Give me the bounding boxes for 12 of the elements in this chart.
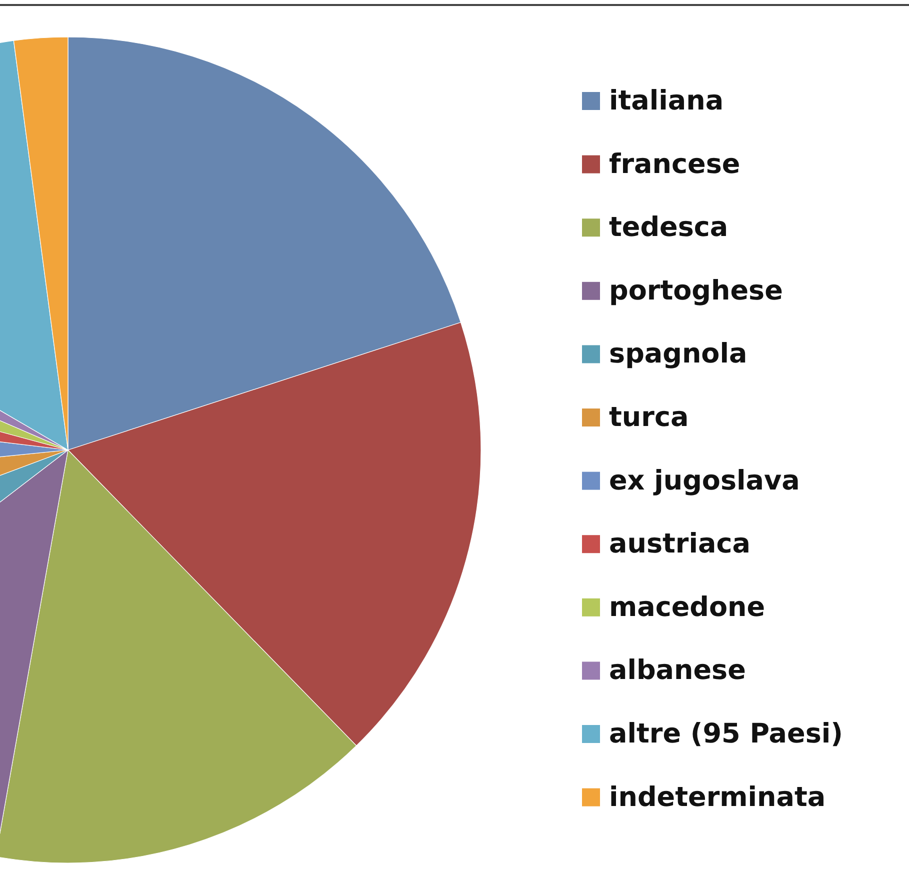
legend-label: indeterminata bbox=[609, 782, 826, 813]
legend-label: spagnola bbox=[609, 338, 748, 370]
legend-label: tedesca bbox=[609, 212, 728, 244]
legend-label: ex jugoslava bbox=[609, 465, 800, 496]
legend-label: albanese bbox=[609, 655, 746, 686]
legend-label: turca bbox=[609, 402, 689, 433]
legend-label: italiana bbox=[609, 86, 724, 116]
legend-label: francese bbox=[609, 148, 740, 180]
legend-label: portoghese bbox=[609, 275, 783, 306]
legend-label: macedone bbox=[609, 592, 766, 623]
legend-label: altre (95 Paesi) bbox=[609, 718, 843, 750]
legend-label: austriaca bbox=[609, 528, 750, 560]
